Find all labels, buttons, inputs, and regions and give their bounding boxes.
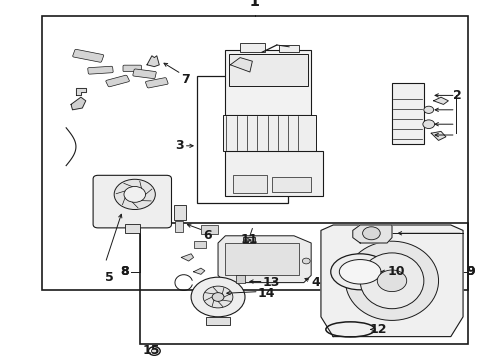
Text: 7: 7 — [181, 73, 190, 86]
Text: 3: 3 — [175, 139, 184, 152]
Text: 2: 2 — [453, 89, 462, 102]
Bar — [225, 243, 299, 275]
Text: 4: 4 — [311, 276, 320, 289]
Bar — [229, 54, 308, 86]
Bar — [175, 221, 183, 232]
Circle shape — [424, 106, 434, 113]
Text: 13: 13 — [262, 276, 279, 289]
Circle shape — [151, 349, 157, 353]
FancyBboxPatch shape — [88, 66, 113, 74]
Bar — [279, 45, 299, 52]
Bar — [233, 175, 267, 193]
Text: 5: 5 — [105, 271, 114, 284]
Text: 6: 6 — [203, 229, 212, 242]
Text: 8: 8 — [120, 265, 128, 278]
Text: 12: 12 — [370, 323, 388, 336]
Bar — [201, 225, 218, 234]
Text: 1: 1 — [250, 0, 260, 9]
Bar — [392, 83, 424, 144]
Bar — [42, 16, 468, 290]
Polygon shape — [71, 97, 86, 110]
Polygon shape — [321, 225, 463, 337]
Text: 9: 9 — [466, 265, 475, 278]
Bar — [223, 115, 316, 151]
Polygon shape — [181, 254, 194, 261]
Polygon shape — [218, 236, 311, 283]
Bar — [197, 76, 288, 203]
Ellipse shape — [345, 241, 439, 320]
FancyBboxPatch shape — [123, 65, 142, 72]
Text: 8: 8 — [120, 265, 128, 278]
Polygon shape — [147, 56, 159, 67]
Polygon shape — [353, 225, 392, 243]
FancyBboxPatch shape — [133, 69, 156, 78]
Ellipse shape — [331, 254, 390, 290]
Circle shape — [423, 120, 435, 129]
Bar — [272, 177, 311, 192]
Bar — [140, 223, 468, 344]
Bar — [225, 151, 323, 196]
Circle shape — [302, 258, 310, 264]
Polygon shape — [230, 58, 252, 72]
Circle shape — [212, 293, 224, 301]
Text: 15: 15 — [142, 345, 160, 357]
Bar — [125, 224, 140, 233]
Text: 1: 1 — [250, 0, 260, 9]
Text: 10: 10 — [387, 265, 405, 278]
FancyBboxPatch shape — [146, 78, 168, 88]
Text: 11: 11 — [240, 233, 258, 246]
Polygon shape — [194, 268, 205, 274]
Bar — [174, 205, 186, 220]
Bar — [243, 237, 255, 243]
Polygon shape — [431, 131, 446, 140]
Text: 14: 14 — [257, 287, 275, 300]
Circle shape — [363, 227, 380, 240]
Text: 9: 9 — [466, 265, 475, 278]
Circle shape — [377, 270, 407, 292]
Circle shape — [203, 286, 233, 308]
Circle shape — [124, 186, 146, 202]
FancyBboxPatch shape — [73, 49, 104, 62]
Ellipse shape — [339, 260, 381, 284]
Bar — [225, 50, 311, 115]
FancyBboxPatch shape — [93, 175, 172, 228]
Ellipse shape — [360, 253, 424, 309]
Bar — [206, 317, 230, 325]
Bar — [236, 275, 245, 283]
FancyBboxPatch shape — [106, 75, 129, 87]
Bar — [240, 43, 265, 52]
Polygon shape — [434, 97, 448, 104]
Circle shape — [114, 179, 155, 210]
Polygon shape — [76, 88, 86, 95]
Circle shape — [191, 277, 245, 317]
Bar — [194, 241, 206, 248]
